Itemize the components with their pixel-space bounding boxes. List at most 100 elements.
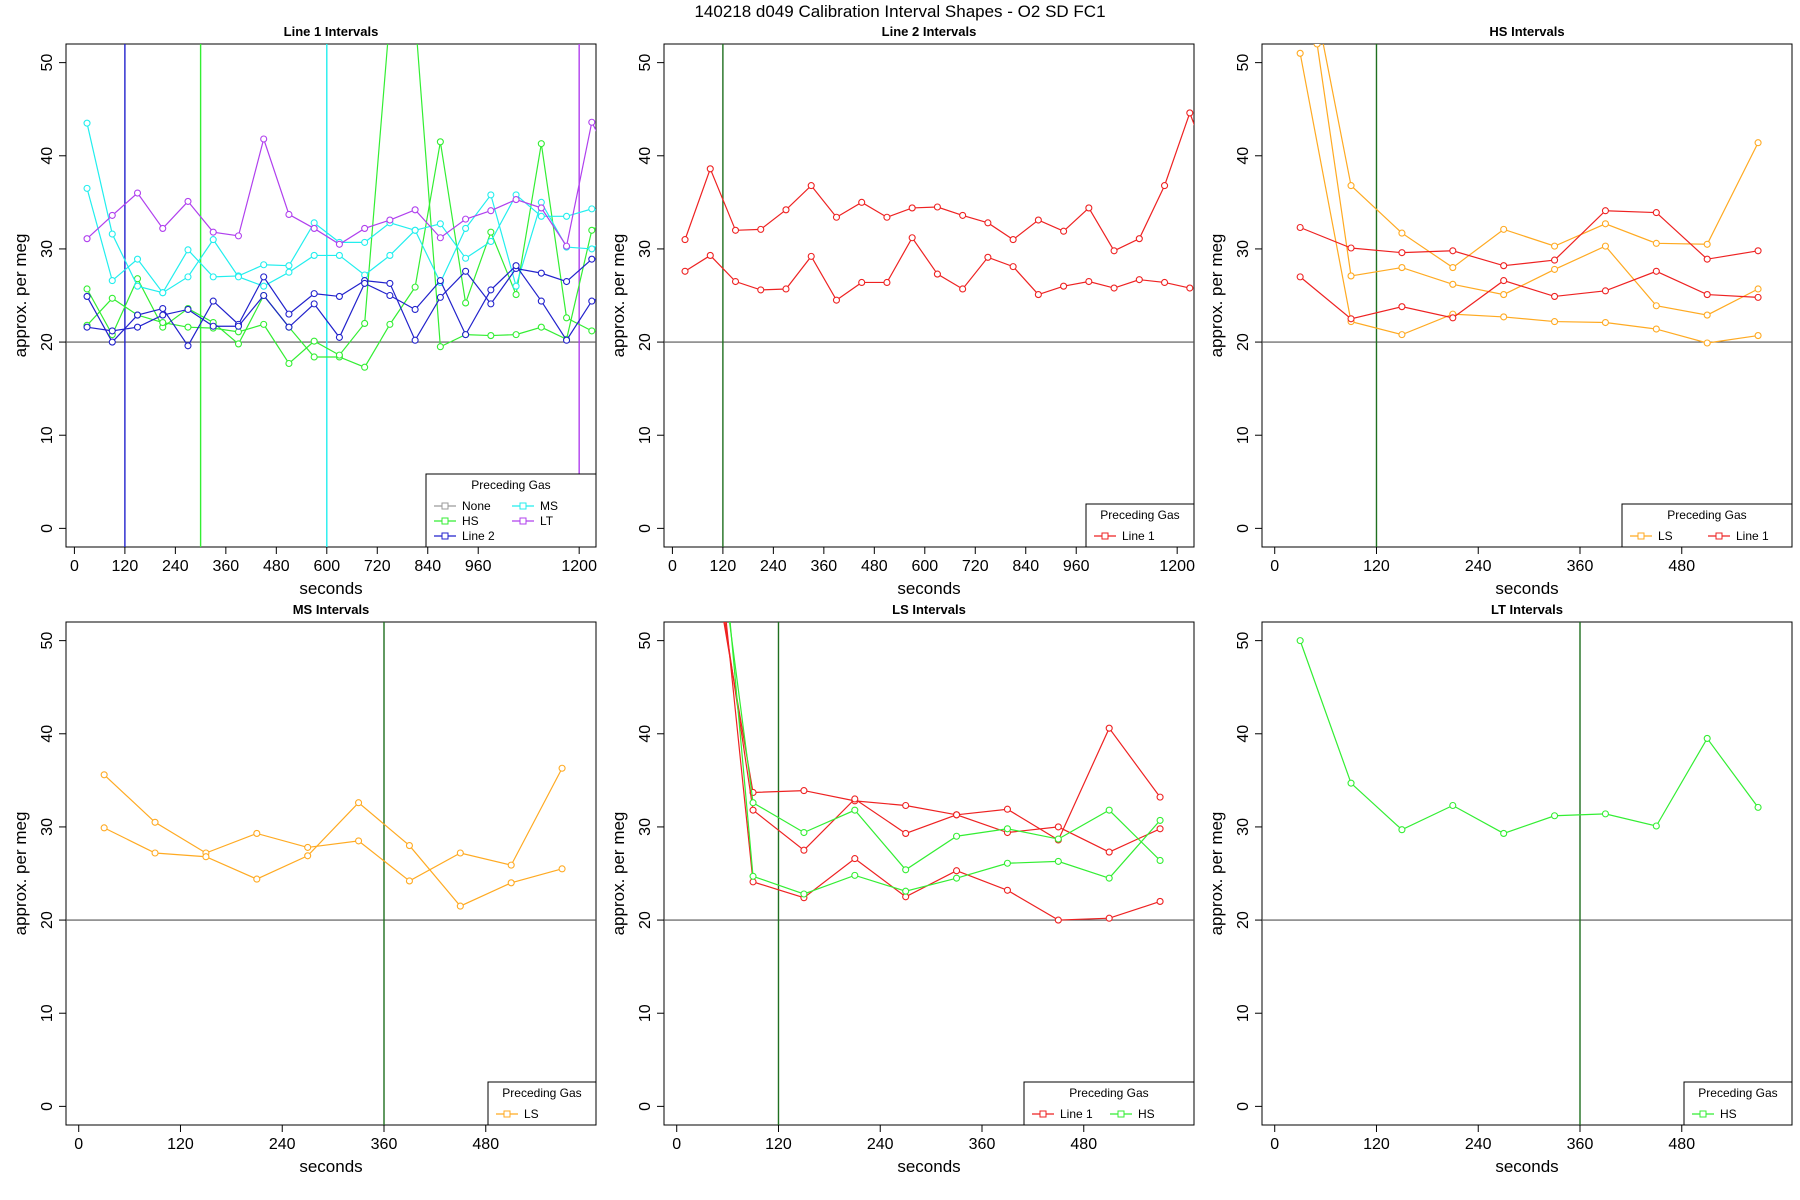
data-point: [304, 843, 312, 851]
data-point: [601, 325, 607, 331]
data-point: [601, 255, 607, 261]
data-point: [537, 323, 545, 331]
chart-title: Line 1 Intervals: [284, 24, 379, 39]
data-point: [310, 290, 318, 298]
series-line: [684, 111, 1194, 252]
data-point: [1003, 825, 1011, 833]
data-point: [902, 801, 910, 810]
y-axis-label: approx. per meg: [609, 234, 628, 358]
data-point: [959, 211, 967, 219]
data-point: [487, 332, 495, 340]
data-point: [405, 877, 413, 885]
legend-swatch-mark: [503, 1110, 511, 1118]
data-point: [133, 282, 142, 290]
data-point: [487, 207, 495, 215]
legend-swatch-mark: [441, 532, 449, 540]
data-point: [1500, 829, 1508, 837]
data-point: [1652, 822, 1660, 830]
chart-panel-5: LS Intervals 0 120 240 360 480 seconds 0 10 20 30 4…: [609, 591, 1195, 1176]
series-line: [1299, 270, 1759, 320]
data-point: [858, 278, 866, 287]
figure-title: 140218 d049 Calibration Interval Shapes …: [694, 2, 1106, 21]
legend-box: [1683, 1081, 1793, 1126]
data-point: [253, 875, 261, 883]
data-point: [757, 286, 765, 294]
y-tick-label: 50: [637, 632, 654, 650]
data-point: [1105, 914, 1113, 922]
data-point: [1105, 806, 1113, 814]
data-point: [537, 269, 545, 277]
data-point: [487, 237, 495, 246]
y-tick-label: 10: [637, 1004, 654, 1022]
data-point: [335, 240, 343, 248]
data-point: [1009, 263, 1017, 271]
legend-entry-label: HS: [1720, 1107, 1737, 1121]
data-point: [1199, 143, 1205, 149]
data-point: [1105, 848, 1113, 856]
series-line: [1316, 44, 1759, 316]
legend-entry-label: LS: [1658, 529, 1673, 543]
data-point: [462, 331, 470, 339]
data-point: [83, 292, 91, 300]
y-tick-label: 40: [1235, 725, 1252, 743]
data-point: [851, 795, 859, 803]
y-tick-label: 0: [39, 524, 56, 533]
data-point: [436, 293, 444, 301]
legend-swatch-mark: [1715, 532, 1723, 540]
data-point: [209, 236, 217, 244]
data-point: [851, 871, 859, 879]
data-point: [601, 209, 607, 215]
data-point: [858, 198, 866, 206]
data-point: [1105, 724, 1113, 732]
data-point: [1703, 311, 1711, 319]
x-tick-label: 840: [1012, 558, 1039, 575]
legend-entry-label: MS: [540, 499, 558, 513]
data-point: [184, 197, 192, 205]
data-point: [1110, 247, 1118, 255]
chart-title: LS Intervals: [892, 602, 966, 617]
legend-swatch-mark: [1039, 1110, 1047, 1118]
data-point: [184, 273, 192, 281]
data-point: [1156, 856, 1164, 865]
data-point: [456, 849, 464, 857]
data-point: [487, 191, 495, 199]
data-point: [487, 286, 495, 294]
data-point: [1754, 293, 1762, 301]
data-point: [1500, 313, 1508, 321]
data-point: [800, 846, 808, 854]
data-point: [800, 787, 808, 795]
legend-title: Preceding Gas: [502, 1086, 581, 1100]
data-point: [723, 591, 729, 597]
data-point: [285, 262, 293, 270]
data-point: [411, 206, 419, 214]
y-tick-label: 10: [637, 426, 654, 444]
data-point: [387, 13, 393, 19]
x-tick-label: 600: [911, 558, 938, 575]
data-point: [159, 289, 167, 297]
data-point: [304, 852, 312, 860]
data-point: [1703, 291, 1711, 299]
data-point: [361, 238, 369, 246]
data-point: [959, 285, 967, 293]
series-line: [729, 622, 1161, 895]
y-tick-label: 0: [637, 524, 654, 533]
data-point: [456, 902, 464, 910]
series-line: [86, 258, 596, 347]
y-tick-label: 30: [39, 240, 56, 258]
data-point: [1060, 227, 1068, 235]
data-point: [83, 235, 91, 243]
legend-entry-label: Line 1: [1736, 529, 1769, 543]
y-tick-label: 20: [637, 911, 654, 929]
data-point: [563, 212, 571, 220]
y-tick-label: 20: [39, 333, 56, 351]
legend-entry-label: Line 1: [1060, 1107, 1093, 1121]
data-point: [285, 359, 293, 368]
data-point: [1449, 801, 1457, 810]
data-point: [1703, 339, 1711, 347]
y-axis-label: approx. per meg: [609, 812, 628, 936]
data-point: [1105, 874, 1113, 882]
data-point: [800, 890, 808, 898]
data-point: [1034, 216, 1042, 224]
data-point: [355, 799, 363, 807]
legend-swatch-mark: [1699, 1110, 1707, 1118]
